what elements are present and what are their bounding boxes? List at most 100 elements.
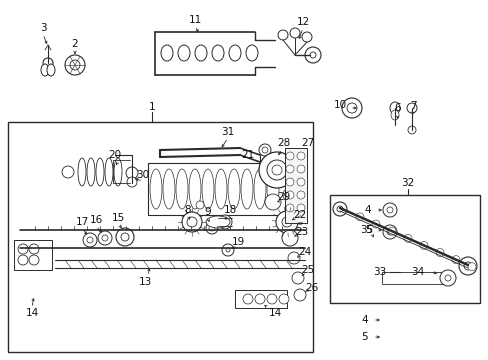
Circle shape [371, 220, 379, 228]
Text: 7: 7 [409, 101, 415, 111]
Ellipse shape [114, 158, 122, 186]
Circle shape [29, 244, 39, 254]
Circle shape [386, 229, 392, 235]
Ellipse shape [189, 169, 201, 209]
Circle shape [259, 144, 270, 156]
Circle shape [127, 177, 137, 187]
Ellipse shape [47, 64, 55, 76]
Circle shape [302, 32, 311, 42]
Text: 27: 27 [301, 138, 314, 148]
Ellipse shape [205, 216, 229, 228]
Circle shape [62, 166, 74, 178]
Circle shape [386, 207, 392, 213]
Text: 4: 4 [364, 205, 370, 215]
Bar [235, 290, 286, 308]
Text: 13: 13 [138, 277, 151, 287]
Ellipse shape [266, 169, 279, 209]
Ellipse shape [245, 45, 258, 61]
Ellipse shape [87, 158, 95, 186]
Circle shape [407, 126, 415, 134]
Circle shape [467, 263, 475, 271]
Circle shape [435, 248, 443, 257]
Text: 21: 21 [241, 150, 254, 160]
Ellipse shape [215, 169, 226, 209]
Circle shape [403, 234, 411, 242]
Circle shape [293, 289, 305, 301]
Circle shape [262, 147, 267, 153]
Text: 1: 1 [148, 102, 155, 112]
Ellipse shape [176, 169, 187, 209]
Text: 15: 15 [111, 213, 124, 223]
Bar [148, 163, 295, 215]
Text: 34: 34 [410, 267, 424, 277]
Circle shape [218, 215, 231, 229]
Ellipse shape [105, 158, 113, 186]
Circle shape [196, 201, 203, 209]
Text: 2: 2 [72, 39, 78, 49]
Ellipse shape [390, 110, 398, 120]
Ellipse shape [178, 45, 190, 61]
Circle shape [285, 165, 293, 173]
Circle shape [439, 270, 455, 286]
Ellipse shape [41, 64, 49, 76]
Circle shape [266, 160, 286, 180]
Ellipse shape [227, 169, 240, 209]
Text: 30: 30 [136, 170, 149, 180]
Circle shape [116, 228, 134, 246]
Circle shape [243, 294, 252, 304]
Circle shape [285, 152, 293, 160]
Bar [381, 272, 446, 284]
Circle shape [463, 262, 471, 270]
Circle shape [291, 272, 304, 284]
Circle shape [341, 98, 361, 118]
Circle shape [266, 294, 276, 304]
Bar [329, 195, 479, 303]
Text: 26: 26 [305, 283, 318, 293]
Circle shape [283, 188, 296, 202]
Text: 5: 5 [364, 225, 370, 235]
Circle shape [296, 191, 305, 199]
Circle shape [296, 152, 305, 160]
Circle shape [18, 244, 28, 254]
Ellipse shape [228, 45, 241, 61]
Text: 28: 28 [277, 138, 290, 148]
Circle shape [225, 248, 229, 252]
Circle shape [309, 52, 315, 58]
Circle shape [444, 275, 450, 281]
Text: 18: 18 [223, 205, 236, 215]
Circle shape [121, 233, 129, 241]
Circle shape [355, 213, 363, 221]
Ellipse shape [163, 169, 175, 209]
Text: 33: 33 [373, 267, 386, 277]
Circle shape [102, 235, 108, 241]
Circle shape [126, 167, 138, 179]
Text: 14: 14 [268, 308, 281, 318]
Text: 23: 23 [295, 227, 308, 237]
Circle shape [419, 242, 427, 249]
Circle shape [451, 256, 459, 264]
Text: 14: 14 [25, 308, 39, 318]
Ellipse shape [389, 102, 399, 114]
Text: 24: 24 [298, 247, 311, 257]
Bar [14, 240, 52, 270]
Circle shape [285, 191, 293, 199]
Circle shape [83, 233, 97, 247]
Text: 9: 9 [204, 207, 211, 217]
Bar [285, 148, 306, 223]
Circle shape [18, 255, 28, 265]
Ellipse shape [161, 45, 173, 61]
Circle shape [285, 204, 293, 212]
Circle shape [305, 47, 320, 63]
Circle shape [222, 244, 234, 256]
Text: 25: 25 [301, 265, 314, 275]
Ellipse shape [195, 45, 206, 61]
Ellipse shape [212, 45, 224, 61]
Text: 5: 5 [361, 332, 367, 342]
Circle shape [458, 257, 476, 275]
Circle shape [332, 202, 346, 216]
Circle shape [87, 237, 93, 243]
Circle shape [65, 55, 85, 75]
Circle shape [287, 252, 299, 264]
Ellipse shape [253, 169, 265, 209]
Ellipse shape [96, 158, 104, 186]
